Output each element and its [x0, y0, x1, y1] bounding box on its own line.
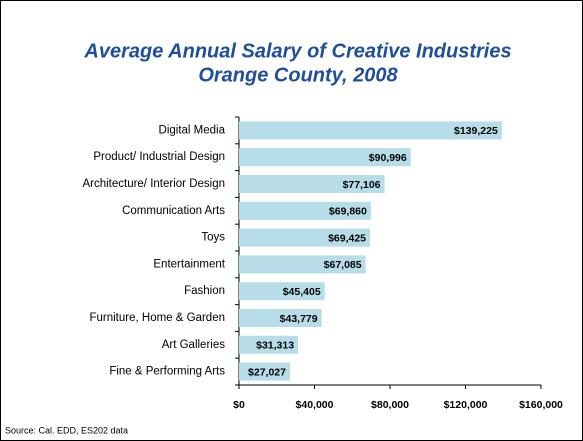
y-tick-label: Digital Media — [159, 124, 226, 136]
y-tick-label: Communication Arts — [122, 205, 225, 217]
value-label: $27,027 — [248, 366, 286, 378]
bar — [239, 335, 299, 354]
y-tick-label: Furniture, Home & Garden — [89, 312, 225, 324]
chart-title: Orange County, 2008 — [198, 64, 398, 86]
y-tick-label: Fashion — [184, 285, 225, 297]
value-label: $67,085 — [324, 259, 362, 271]
bar — [239, 255, 366, 274]
x-tick-label: $120,000 — [444, 399, 488, 411]
y-tick-label: Fine & Performing Arts — [109, 366, 225, 378]
bar — [239, 362, 291, 381]
value-label: $45,405 — [283, 286, 321, 298]
source-note: Source: Cal. EDD, ES202 data — [5, 425, 128, 435]
value-label: $31,313 — [256, 340, 294, 352]
y-tick-label: Architecture/ Interior Design — [82, 178, 225, 190]
value-label: $90,996 — [369, 152, 407, 164]
y-tick-label: Product/ Industrial Design — [93, 151, 225, 163]
value-label: $139,225 — [454, 125, 498, 137]
bar — [239, 309, 322, 327]
x-tick-label: $0 — [233, 399, 245, 411]
value-label: $77,106 — [343, 179, 381, 191]
value-label: $69,860 — [329, 206, 367, 218]
bar — [239, 228, 371, 247]
bar — [239, 175, 385, 193]
value-label: $69,425 — [328, 232, 366, 244]
x-tick-label: $160,000 — [519, 399, 563, 411]
bar — [239, 282, 325, 301]
bar — [239, 121, 502, 140]
x-tick-label: $80,000 — [371, 399, 409, 411]
y-tick-label: Entertainment — [153, 258, 225, 270]
chart-title: Average Annual Salary of Creative Indust… — [83, 40, 511, 62]
x-tick-label: $40,000 — [296, 399, 334, 411]
bar — [239, 201, 371, 220]
y-tick-label: Art Galleries — [162, 339, 226, 351]
bar — [239, 148, 411, 167]
value-label: $43,779 — [280, 313, 318, 325]
y-tick-label: Toys — [201, 232, 225, 244]
